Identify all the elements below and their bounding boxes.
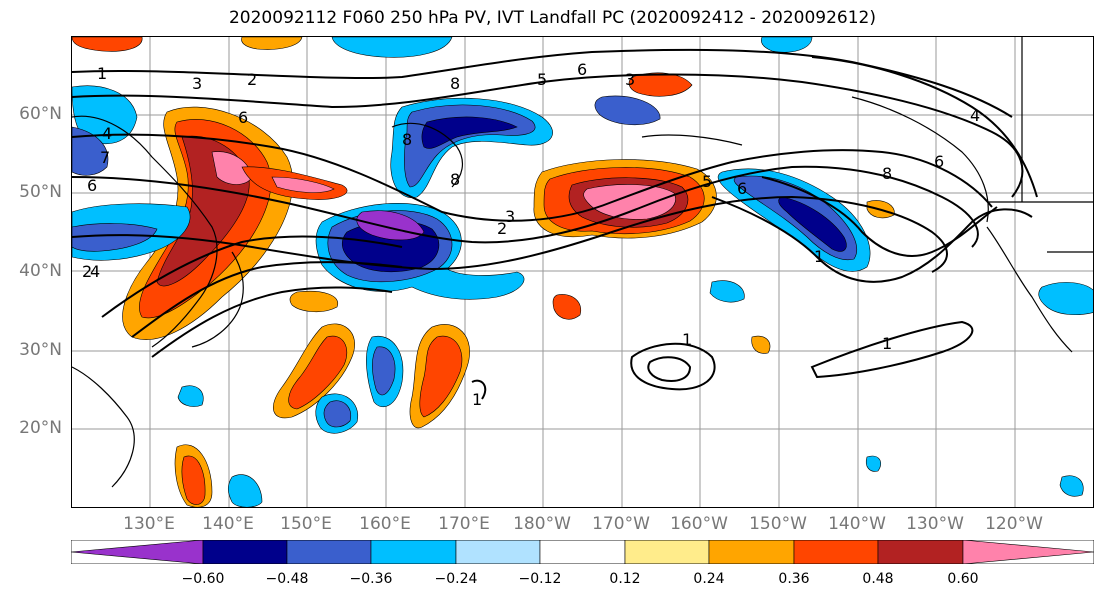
contour-label: 6 [87, 176, 97, 195]
contour-label: 5 [537, 70, 547, 89]
lon-label: 130°W [906, 514, 964, 534]
colorbar-swatch [624, 540, 710, 564]
map-panel: 1 3 2 8 5 6 3 6 4 7 6 8 8 6 5 3 2 8 6 4 … [71, 36, 1094, 508]
contour-label: 1 [472, 390, 482, 409]
colorbar-tick: −0.24 [434, 571, 478, 587]
contour-label: 8 [882, 164, 892, 183]
contour-label: 6 [934, 152, 944, 171]
contour-label: 3 [192, 74, 202, 93]
colorbar-swatch [71, 540, 204, 564]
contour-label: 2 [247, 70, 257, 89]
colorbar-swatch [708, 540, 795, 564]
colorbar-swatch [877, 540, 964, 564]
contour-label: 8 [402, 130, 412, 149]
contour-label: 6 [577, 60, 587, 79]
colorbar-tick: −0.12 [518, 571, 562, 587]
lon-label: 130°E [123, 514, 175, 534]
lon-label: 140°W [828, 514, 886, 534]
contour-label: 8 [450, 170, 460, 189]
colorbar-tick: −0.60 [181, 571, 225, 587]
contour-label: 4 [970, 106, 980, 125]
colorbar-swatch [455, 540, 541, 564]
contour-label: 2 [497, 219, 507, 238]
lat-label: 30°N [19, 340, 62, 360]
lat-label: 20°N [19, 418, 62, 438]
contour-label: 5 [702, 172, 712, 191]
contour-label: 1 [814, 247, 824, 266]
colorbar-tick: 0.60 [947, 571, 979, 587]
colorbar-tick: 0.48 [862, 571, 894, 587]
contour-label: 7 [100, 148, 110, 167]
contour-label: 3 [625, 70, 635, 89]
lat-label: 60°N [19, 104, 62, 124]
colorbar [71, 540, 1094, 564]
map-canvas: 1 3 2 8 5 6 3 6 4 7 6 8 8 6 5 3 2 8 6 4 … [72, 37, 1093, 507]
lon-label: 160°W [670, 514, 728, 534]
contour-label: 3 [505, 207, 515, 226]
lon-label: 170°E [438, 514, 490, 534]
pc-contours [72, 48, 1038, 400]
colorbar-swatch [370, 540, 457, 564]
colorbar-tick: 0.36 [778, 571, 810, 587]
lon-label: 160°E [359, 514, 411, 534]
lon-label: 150°W [749, 514, 807, 534]
contour-label: 4 [102, 124, 112, 143]
lon-label: 180°W [513, 514, 571, 534]
lat-label: 40°N [19, 261, 62, 281]
contour-label: 1 [682, 330, 692, 349]
contour-label: 1 [882, 334, 892, 353]
lon-label: 120°W [985, 514, 1043, 534]
lon-label: 140°E [202, 514, 254, 534]
lat-label: 50°N [19, 182, 62, 202]
colorbar-swatch [539, 540, 626, 564]
lon-label: 170°W [592, 514, 650, 534]
colorbar-swatch [202, 540, 288, 564]
contour-label: 1 [97, 64, 107, 83]
colorbar-tick: −0.36 [349, 571, 393, 587]
contour-label: 6 [238, 108, 248, 127]
map-title: 2020092112 F060 250 hPa PV, IVT Landfall… [228, 8, 876, 28]
coastlines [72, 37, 1093, 488]
contour-label: 2 [82, 262, 92, 281]
colorbar-swatch [793, 540, 879, 564]
colorbar-swatch [286, 540, 372, 564]
lon-label: 150°E [280, 514, 332, 534]
contour-labels: 1 3 2 8 5 6 3 6 4 7 6 8 8 6 5 3 2 8 6 4 … [82, 60, 980, 409]
colorbar-swatch [962, 540, 1094, 564]
colorbar-tick: 0.12 [609, 571, 641, 587]
colorbar-tick: −0.48 [265, 571, 309, 587]
colorbar-tick: 0.24 [693, 571, 725, 587]
contour-label: 6 [737, 179, 747, 198]
contour-label: 4 [90, 262, 100, 281]
pv-shading [72, 37, 1093, 507]
contour-label: 8 [450, 74, 460, 93]
